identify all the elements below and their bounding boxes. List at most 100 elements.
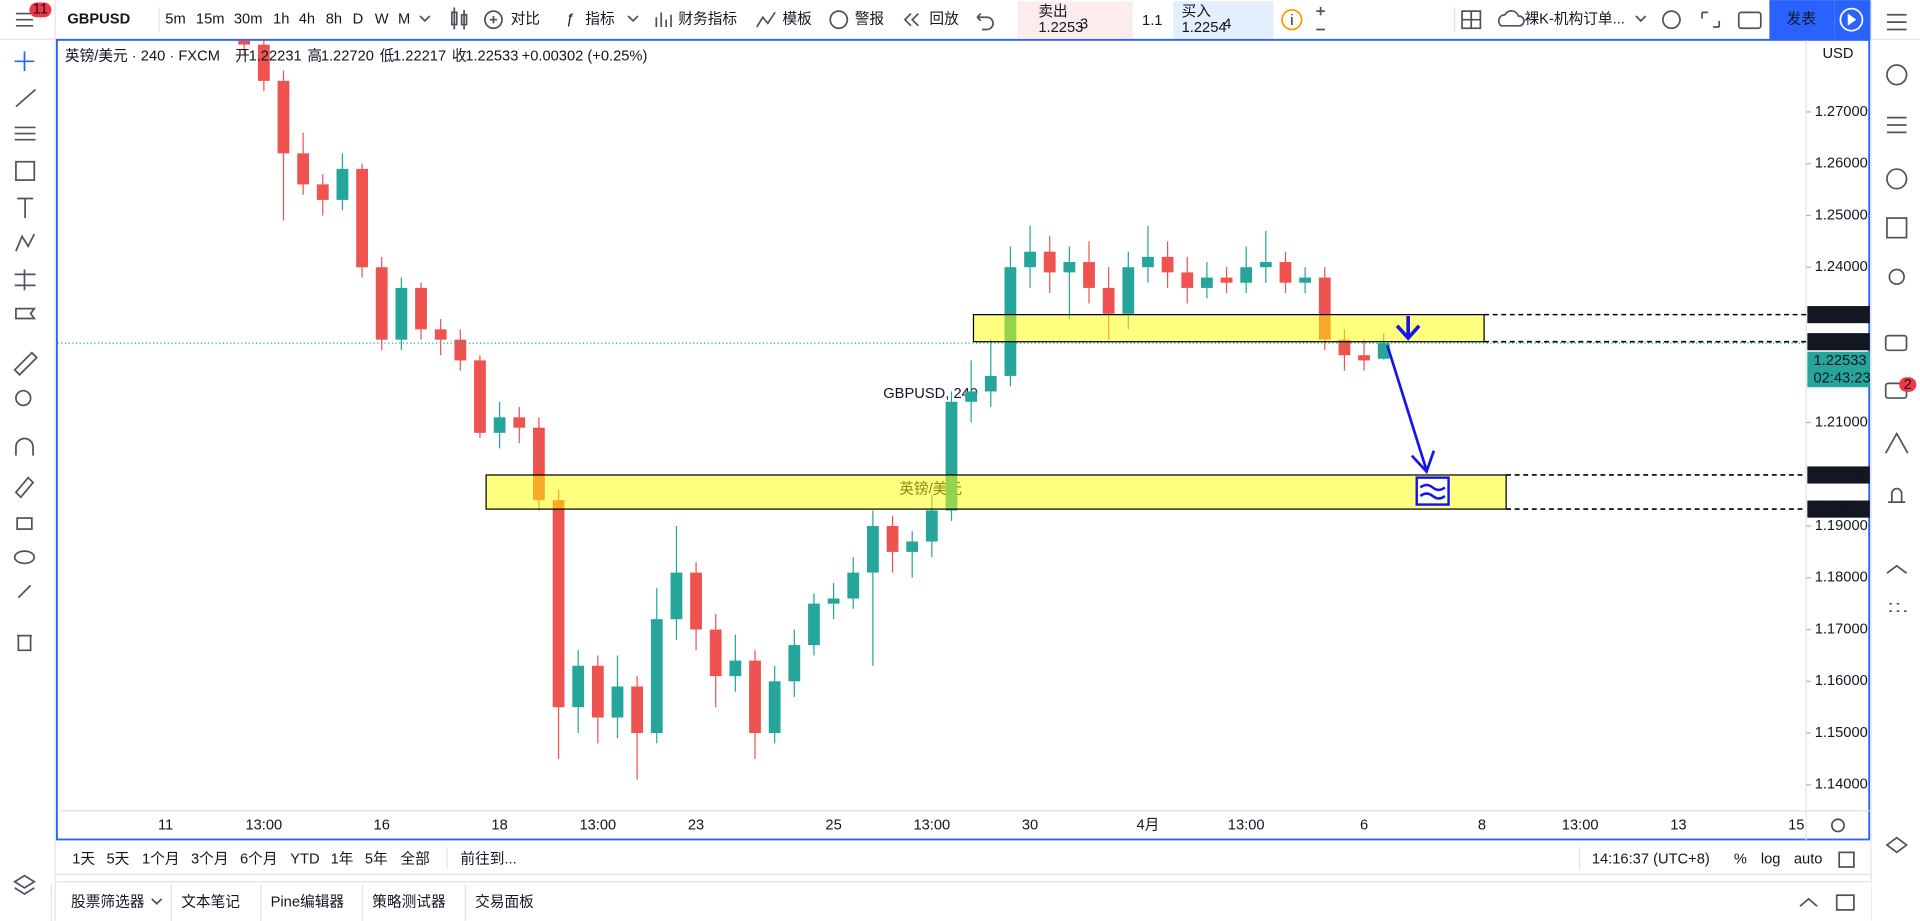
range-button[interactable]: 5年: [365, 851, 388, 868]
panel-icon[interactable]: [1835, 894, 1855, 911]
axis-settings-icon[interactable]: [1830, 818, 1845, 833]
fullscreen-icon[interactable]: [1701, 11, 1721, 28]
info-icon[interactable]: [1281, 9, 1303, 31]
visibility-tool[interactable]: [13, 550, 36, 565]
prediction-tool[interactable]: [14, 269, 36, 291]
notifications-icon[interactable]: [1888, 487, 1906, 503]
publish[interactable]: 发表: [1787, 11, 1817, 28]
interval[interactable]: D: [353, 12, 364, 28]
flag-icon: [1419, 483, 1446, 500]
panel-tab[interactable]: 股票筛选器: [71, 893, 145, 910]
panel-tab[interactable]: 策略测试器: [372, 893, 446, 910]
scale-button[interactable]: %: [1734, 852, 1747, 868]
scale-button[interactable]: log: [1761, 852, 1781, 868]
interval[interactable]: 1h: [273, 12, 289, 28]
magnet-tool[interactable]: [15, 437, 34, 456]
watchlist-icon[interactable]: [1886, 13, 1907, 31]
alerts-icon[interactable]: [1886, 64, 1908, 86]
crosshair-tool[interactable]: [14, 51, 35, 72]
pattern-tool[interactable]: [15, 233, 36, 252]
interval[interactable]: 5m: [165, 12, 185, 28]
interval[interactable]: W: [375, 12, 389, 28]
range-button[interactable]: 3个月: [191, 851, 229, 868]
text-tool[interactable]: [17, 197, 34, 219]
candle-body: [395, 287, 408, 340]
alert-icon[interactable]: [829, 10, 849, 30]
lock-tool[interactable]: [16, 517, 33, 530]
chevron[interactable]: [1635, 15, 1647, 23]
ideas-icon[interactable]: [1888, 268, 1905, 286]
x-tick-label: 15: [1788, 817, 1804, 833]
interval[interactable]: 8h: [326, 12, 342, 28]
zoom-tool[interactable]: [15, 389, 32, 407]
data-window-icon[interactable]: [1886, 116, 1907, 134]
menu-icon[interactable]: [15, 12, 34, 27]
help-icon[interactable]: [1885, 836, 1908, 854]
chevron[interactable]: [151, 898, 163, 905]
link-tool[interactable]: [17, 584, 32, 599]
lock-drawing-tool[interactable]: [14, 476, 35, 499]
goto[interactable]: 前往到...: [460, 851, 516, 868]
layers-icon[interactable]: [13, 874, 36, 895]
x-tick-label: 18: [491, 817, 507, 833]
interval[interactable]: M: [398, 12, 410, 28]
y-tick-label: 1.24000: [1815, 259, 1868, 275]
snapshot-icon[interactable]: [1737, 11, 1762, 30]
range-button[interactable]: 1个月: [142, 851, 180, 868]
range-button[interactable]: 1年: [331, 851, 354, 868]
layout-name: 裸K-机构订单...: [1524, 11, 1624, 28]
trendline-tool[interactable]: [15, 88, 37, 108]
chart-style-icon[interactable]: [450, 7, 468, 30]
badge-count: 11: [33, 2, 48, 18]
buy-button[interactable]: [1173, 1, 1274, 40]
sell-button[interactable]: [1017, 1, 1133, 40]
interval[interactable]: 30m: [234, 12, 263, 28]
streams-icon[interactable]: [1884, 431, 1909, 454]
fib-tool[interactable]: [14, 126, 36, 141]
settings-icon[interactable]: [1662, 10, 1681, 30]
template-icon[interactable]: [756, 11, 776, 28]
fullscreen-icon[interactable]: [1838, 851, 1855, 868]
hotlist-icon[interactable]: [1886, 168, 1908, 190]
panel-tab[interactable]: 交易面板: [475, 892, 534, 910]
collapse-icon[interactable]: [1886, 564, 1908, 574]
range-button[interactable]: YTD: [290, 852, 319, 868]
candle-body: [1102, 287, 1115, 314]
maximize-icon[interactable]: [1799, 897, 1818, 907]
toolbar-button[interactable]: 对比: [511, 11, 540, 28]
fx-icon[interactable]: ƒ: [566, 12, 574, 28]
delete-tool[interactable]: [17, 634, 32, 652]
scale-button[interactable]: auto: [1794, 852, 1823, 868]
toolbar-button[interactable]: 模板: [782, 10, 812, 28]
compare-icon[interactable]: [484, 10, 503, 30]
undo-icon[interactable]: [976, 12, 994, 31]
range-button[interactable]: 6个月: [240, 851, 278, 868]
cloud-icon[interactable]: [1497, 10, 1525, 27]
chevron[interactable]: [627, 15, 639, 23]
chevron[interactable]: [419, 15, 431, 23]
replay-icon[interactable]: [903, 12, 919, 27]
interval[interactable]: 4h: [299, 12, 315, 28]
icon-tool[interactable]: [15, 307, 36, 320]
interval[interactable]: 15m: [196, 12, 225, 28]
layout-icon[interactable]: [1461, 10, 1482, 30]
calendar-icon[interactable]: [1886, 217, 1908, 239]
candle-body: [1377, 343, 1390, 359]
toolbar-button[interactable]: 财务指标: [678, 11, 737, 28]
range-button[interactable]: 全部: [400, 850, 429, 868]
publish-button[interactable]: [1769, 0, 1835, 40]
shape-tool[interactable]: [15, 160, 36, 181]
badge: [29, 2, 52, 18]
ruler-tool[interactable]: [13, 351, 38, 376]
financials-icon[interactable]: [655, 12, 672, 28]
panel-tab[interactable]: 文本笔记: [181, 893, 240, 910]
toolbar-button[interactable]: 回放: [929, 11, 959, 28]
qty-stepper[interactable]: [1316, 6, 1325, 31]
range-button[interactable]: 5天: [107, 852, 130, 868]
more-icon[interactable]: [1889, 602, 1907, 612]
toolbar-button[interactable]: 指标: [585, 11, 615, 28]
chat-icon[interactable]: [1884, 334, 1908, 352]
range-button[interactable]: 1天: [72, 852, 95, 868]
panel-tab[interactable]: Pine编辑器: [271, 893, 345, 910]
toolbar-button[interactable]: 警报: [855, 11, 885, 28]
